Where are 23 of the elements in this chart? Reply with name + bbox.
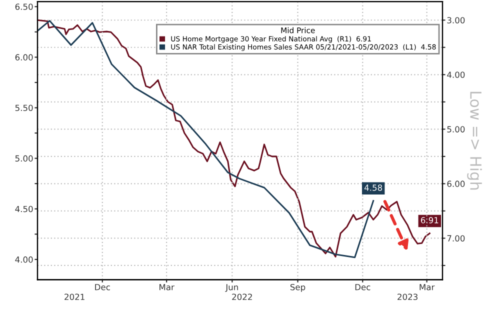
y-tick-label: 4.00 (15, 256, 33, 263)
y-tick-label: 5.00 (15, 155, 33, 162)
y2-axis-title: Low => High (467, 92, 482, 190)
y-tick-label: 6.50 (15, 4, 33, 10)
x2-tick-label: 2022 (232, 294, 252, 300)
x-tick-label: Mar (160, 284, 174, 290)
y2-tick-label: 3.00 (447, 17, 465, 24)
y2-tick-label: 4.00 (447, 72, 465, 78)
x-tick-label: Jun (225, 284, 238, 292)
x-tick-label: Dec (355, 284, 370, 290)
y2-tick-label: 5.00 (447, 126, 465, 132)
data-label: 4.58 (364, 184, 382, 191)
x-tick-label: Mar (420, 284, 435, 290)
y2-tick-label: 7.00 (447, 235, 465, 242)
x2-tick-label: 2023 (398, 294, 418, 300)
y2-tick-label: 6.00 (447, 180, 465, 187)
x-tick-label: Sep (290, 284, 306, 292)
x2-tick-label: 2021 (64, 294, 84, 300)
y-tick-label: 6.00 (15, 54, 33, 60)
y-tick-label: 4.50 (15, 206, 33, 212)
data-label: 6.91 (420, 217, 438, 224)
x-tick-label: Dec (95, 284, 110, 290)
y-tick-label: 5.50 (15, 104, 33, 112)
